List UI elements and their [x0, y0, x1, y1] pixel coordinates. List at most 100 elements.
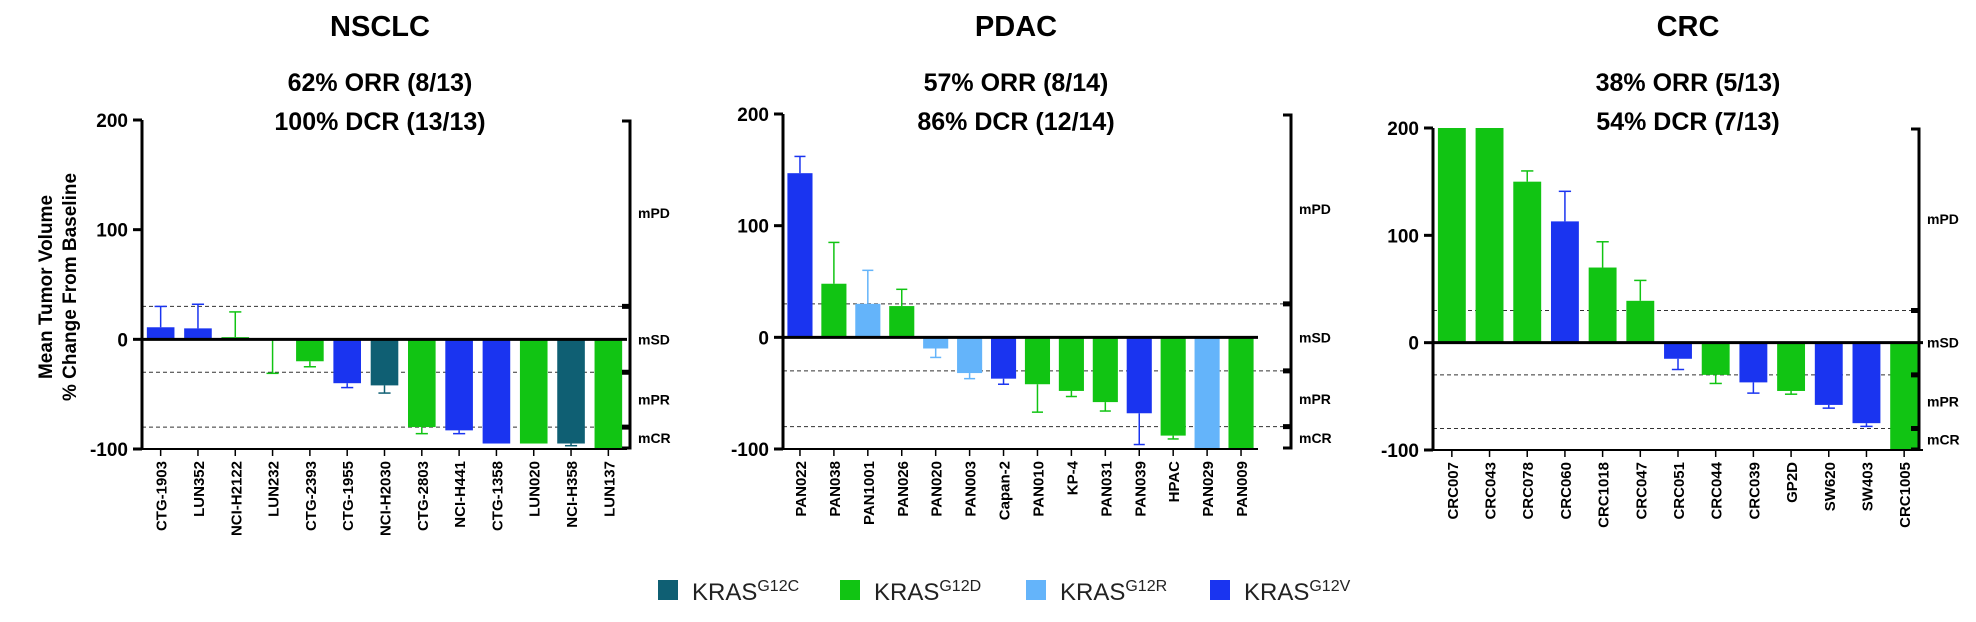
response-zone-label: mSD — [638, 331, 670, 347]
orr-subtitle: 62% ORR (8/13) — [288, 69, 473, 97]
legend-item-g12c: KRASG12C — [658, 578, 799, 606]
chart-panels: NSCLC 62% ORR (8/13) 100% DCR (13/13) CTG-1… — [90, 11, 1960, 536]
x-tick-label: CRC047 — [1633, 462, 1650, 520]
response-zone-label: mCR — [1299, 430, 1332, 446]
legend-item-g12v: KRASG12V — [1210, 578, 1351, 606]
bar — [1739, 342, 1768, 383]
bar — [296, 339, 324, 362]
bar — [408, 339, 436, 428]
bar — [1160, 337, 1186, 436]
bar — [333, 339, 361, 384]
x-tick-label: PAN038 — [827, 461, 844, 517]
bar — [1058, 337, 1084, 391]
bar — [1777, 342, 1806, 391]
x-tick-label: CRC051 — [1671, 462, 1688, 520]
x-tick-label: PAN010 — [1030, 461, 1047, 517]
x-tick-label: PAN1001 — [861, 461, 878, 525]
x-tick-label: PAN029 — [1200, 461, 1217, 517]
legend-label-superscript: G12D — [939, 578, 981, 595]
y-tick-label: -100 — [90, 440, 128, 461]
legend-swatch — [1210, 580, 1230, 600]
bar — [370, 339, 399, 386]
x-tick-label: LUN232 — [266, 461, 283, 517]
response-zone-label: mPR — [1299, 391, 1331, 407]
legend-label-superscript: G12V — [1309, 578, 1350, 595]
bar — [1437, 128, 1466, 343]
bar — [1550, 221, 1579, 343]
legend-label-superscript: G12R — [1125, 578, 1167, 595]
y-tick-label: -100 — [731, 440, 769, 461]
chart-title: NSCLC — [330, 11, 430, 43]
x-tick-label: NCI-H441 — [452, 461, 469, 528]
x-tick-label: KP-4 — [1064, 460, 1081, 495]
x-tick-label: HPAC — [1166, 461, 1183, 503]
legend-label: KRASG12D — [874, 578, 981, 606]
x-tick-label: CTG-1955 — [340, 461, 357, 531]
x-tick-label: PAN031 — [1098, 461, 1115, 517]
response-bracket — [622, 305, 632, 373]
legend-item-g12d: KRASG12D — [840, 578, 981, 606]
orr-subtitle: 38% ORR (5/13) — [1596, 69, 1781, 97]
bar — [557, 339, 585, 444]
y-tick-label: 100 — [96, 221, 128, 242]
legend-label-base: KRAS — [1060, 579, 1125, 606]
x-tick-label: LUN137 — [601, 461, 618, 517]
bar — [1852, 342, 1881, 424]
x-tick-label: PAN009 — [1234, 461, 1251, 517]
response-bracket — [1911, 374, 1921, 430]
response-zone-label: mPR — [1927, 394, 1959, 410]
y-tick-label: 100 — [737, 217, 769, 238]
response-bracket — [622, 426, 632, 450]
response-bracket — [1911, 309, 1921, 376]
dcr-subtitle: 86% DCR (12/14) — [917, 108, 1114, 136]
chart-title: PDAC — [975, 11, 1057, 43]
bar — [1664, 342, 1692, 359]
x-tick-label: CTG-1358 — [489, 461, 506, 531]
y-axis-title-line2: % Change From Baseline — [60, 173, 81, 401]
bar — [445, 339, 473, 431]
bar — [594, 339, 623, 449]
response-zone-label: mCR — [638, 430, 671, 446]
x-tick-label: GP2D — [1784, 462, 1801, 503]
bar — [855, 303, 881, 338]
x-tick-label: CRC060 — [1558, 462, 1575, 520]
response-zone-label: mSD — [1927, 335, 1959, 351]
x-tick-label: CTG-1903 — [154, 461, 171, 531]
bar — [889, 306, 915, 338]
bar — [1092, 337, 1118, 403]
x-tick-label: CRC044 — [1709, 461, 1726, 519]
y-tick-label: 200 — [1387, 119, 1419, 140]
response-bracket — [622, 119, 632, 307]
legend-swatch — [840, 580, 860, 600]
x-tick-label: LUN352 — [191, 461, 208, 517]
bar — [184, 328, 212, 340]
response-zone-label: mPD — [638, 205, 670, 221]
response-bracket — [622, 371, 632, 428]
bar — [1626, 300, 1655, 343]
x-tick-label: CRC039 — [1746, 462, 1763, 520]
x-tick-label: NCI-H358 — [564, 461, 581, 528]
bar — [923, 337, 949, 349]
x-tick-label: NCI-H2122 — [228, 461, 245, 536]
legend-label-base: KRAS — [874, 579, 939, 606]
x-tick-label: PAN026 — [895, 461, 912, 517]
bar — [1194, 337, 1220, 449]
response-zone-label: mCR — [1927, 431, 1960, 447]
bar — [1513, 181, 1542, 343]
bar — [146, 327, 175, 340]
bar — [1588, 267, 1617, 343]
legend-label: KRASG12V — [1244, 578, 1351, 606]
legend-label-base: KRAS — [692, 579, 757, 606]
bar — [957, 337, 983, 374]
chart-panel-crc: CRC 38% ORR (5/13) 54% DCR (7/13) CRC007 CRC… — [1381, 11, 1960, 528]
x-tick-label: CTG-2803 — [415, 461, 432, 531]
response-bracket — [1283, 426, 1293, 450]
y-tick-label: 200 — [737, 105, 769, 126]
response-bracket — [1283, 113, 1293, 305]
bar — [1024, 337, 1051, 385]
x-tick-label: PAN020 — [929, 461, 946, 517]
x-tick-label: Capan-2 — [997, 461, 1014, 520]
x-tick-label: CRC1005 — [1897, 462, 1914, 528]
bar — [482, 339, 511, 444]
